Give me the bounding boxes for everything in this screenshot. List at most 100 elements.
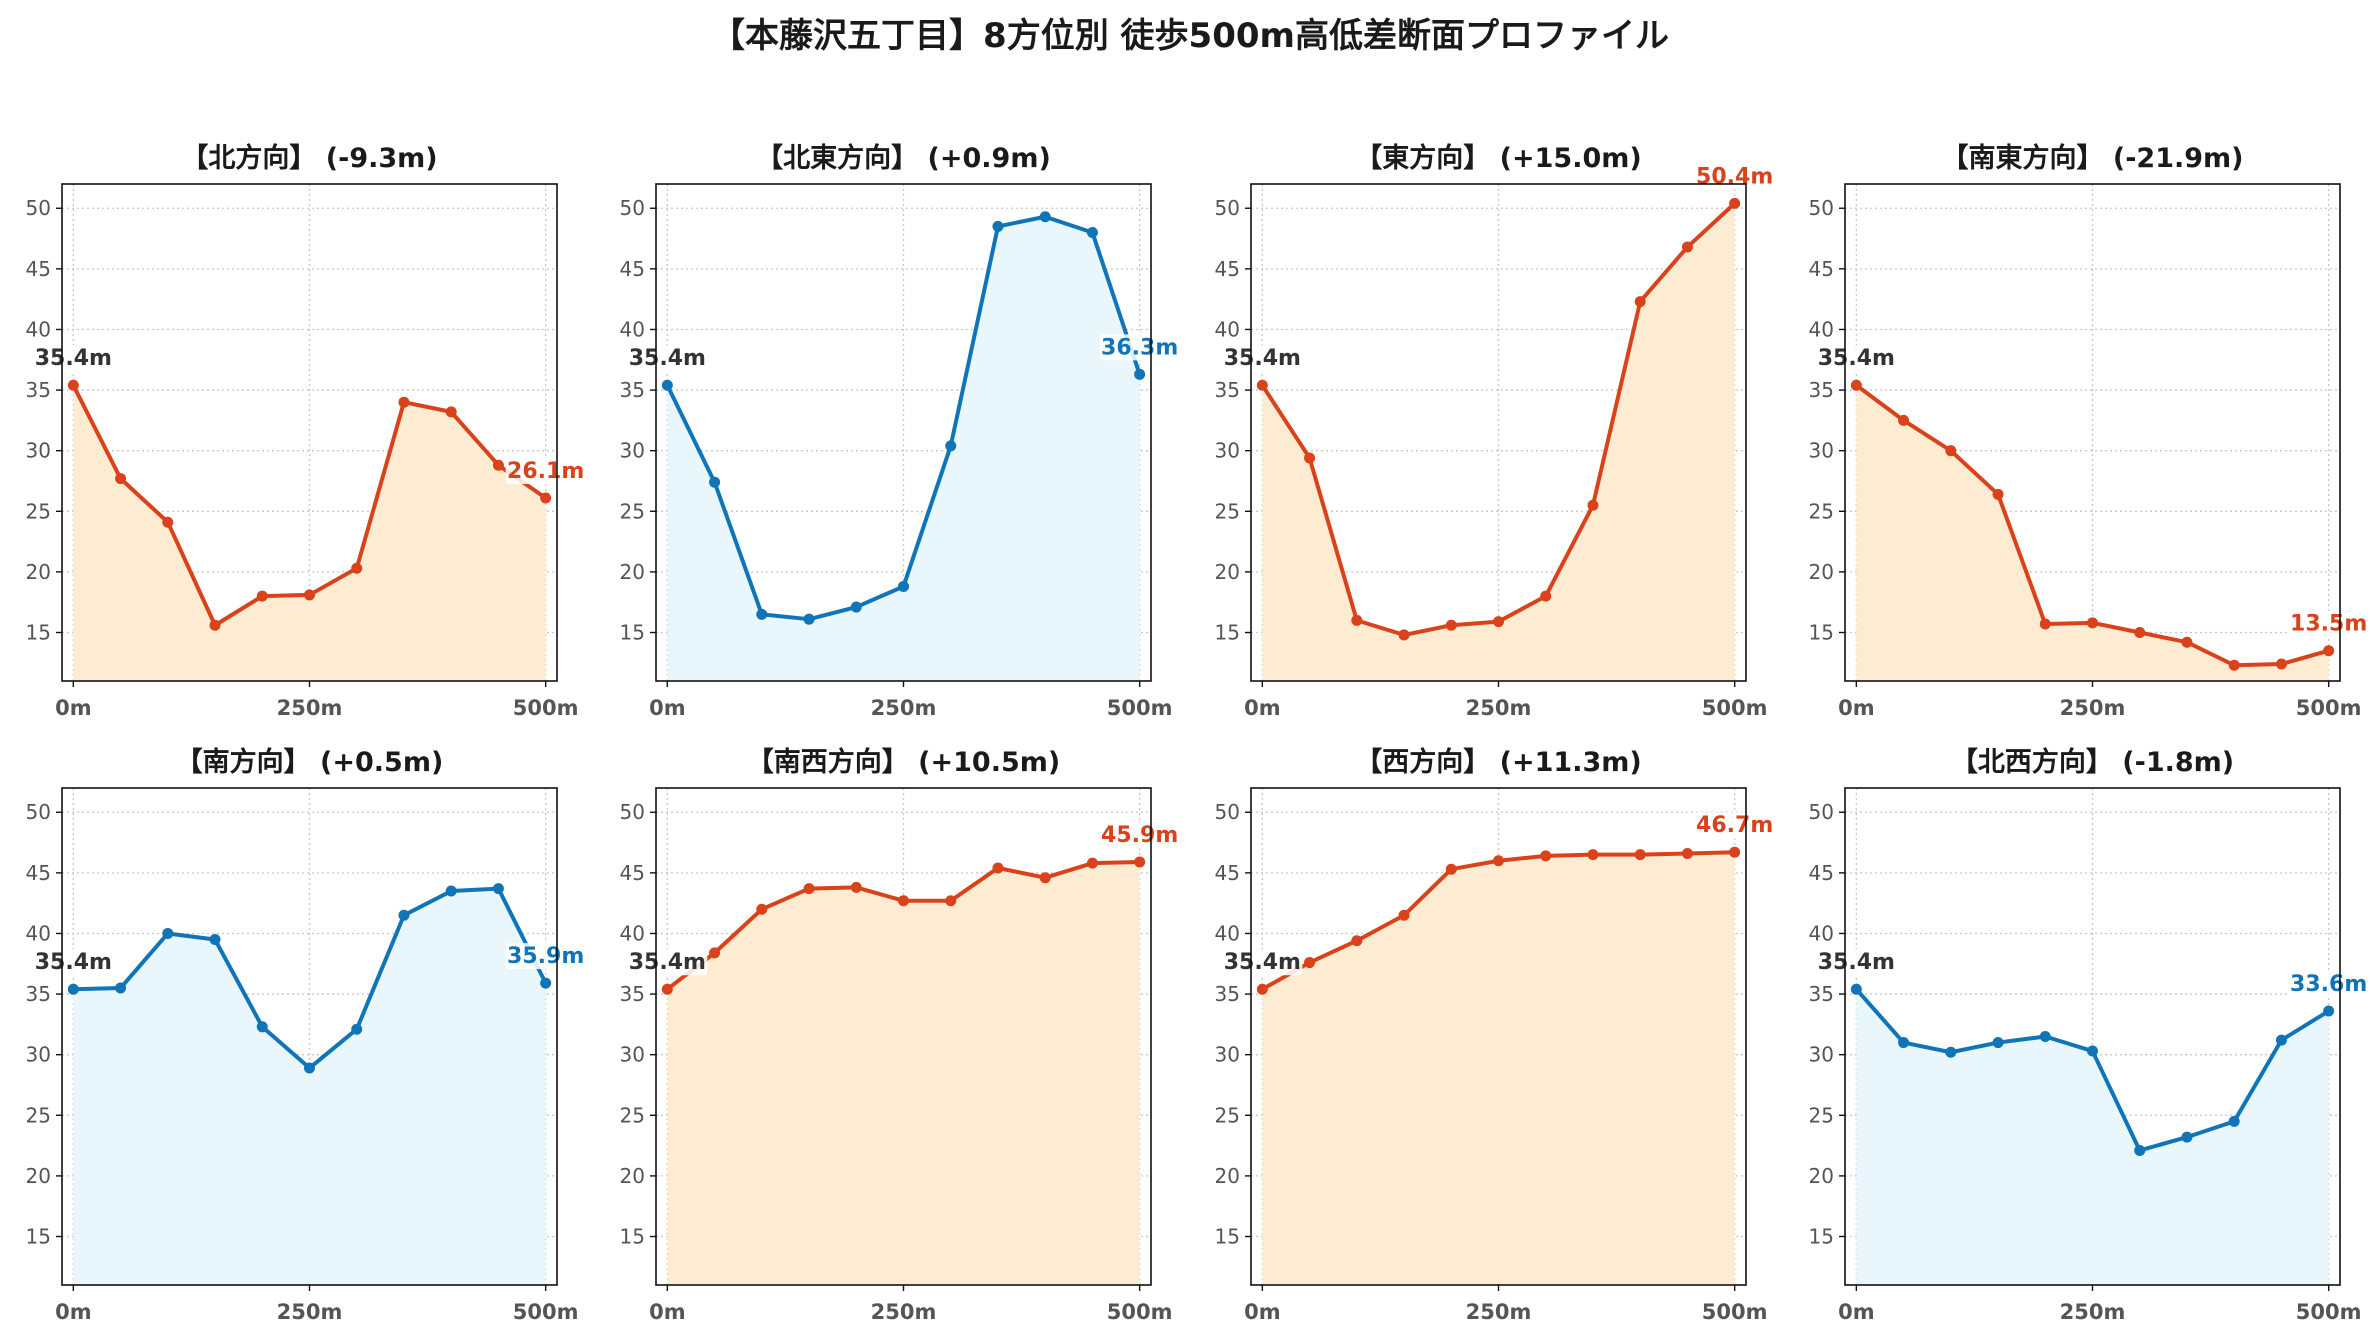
y-tick-label: 15 xyxy=(1809,621,1834,645)
y-tick-label: 30 xyxy=(26,1043,51,1067)
start-label-bg xyxy=(1818,949,1897,976)
area-fill xyxy=(1856,989,2329,1285)
y-tick-label: 35 xyxy=(620,378,645,402)
data-point xyxy=(1992,1037,2004,1049)
start-elevation-label: 35.4m xyxy=(35,950,112,975)
end-elevation-label: 33.6m xyxy=(2290,972,2367,997)
x-tick-label: 0m xyxy=(649,1300,686,1324)
y-tick-label: 35 xyxy=(1809,378,1834,402)
data-point xyxy=(445,406,457,418)
y-tick-label: 50 xyxy=(620,800,645,824)
y-tick-label: 25 xyxy=(620,499,645,523)
y-tick-label: 30 xyxy=(620,1043,645,1067)
x-tick-label: 250m xyxy=(871,1300,937,1324)
x-tick-label: 500m xyxy=(513,1300,579,1324)
data-point xyxy=(1256,379,1268,391)
y-tick-label: 25 xyxy=(26,499,51,523)
end-elevation-label: 45.9m xyxy=(1101,823,1178,848)
x-tick-label: 500m xyxy=(1702,1300,1768,1324)
data-point xyxy=(162,927,174,939)
data-point xyxy=(2087,1045,2098,1057)
data-point xyxy=(492,883,504,895)
data-point xyxy=(1493,616,1504,628)
x-tick-label: 0m xyxy=(1244,696,1281,720)
data-point xyxy=(1086,857,1098,869)
data-point xyxy=(1898,414,1910,426)
y-tick-label: 30 xyxy=(1809,439,1834,463)
data-point xyxy=(540,977,552,989)
y-tick-label: 40 xyxy=(1215,317,1240,341)
y-tick-label: 15 xyxy=(26,621,51,645)
x-tick-label: 250m xyxy=(1466,696,1532,720)
y-tick-label: 40 xyxy=(620,317,645,341)
panel-7: 【西方向】 (+11.3m) 35.4m 46.7m 15 20 25 30 35 40 45 50… xyxy=(1215,746,1775,1324)
data-point xyxy=(709,476,721,488)
data-point xyxy=(2181,636,2193,648)
start-label-bg xyxy=(35,949,114,976)
data-point xyxy=(162,516,174,528)
data-point xyxy=(1945,445,1957,457)
data-point xyxy=(256,1021,268,1033)
data-point xyxy=(398,909,410,921)
y-tick-label: 40 xyxy=(620,921,645,945)
x-tick-label: 0m xyxy=(1244,1300,1281,1324)
start-elevation-label: 35.4m xyxy=(1224,950,1301,975)
data-point xyxy=(1729,846,1741,858)
data-point xyxy=(2134,627,2146,639)
y-tick-label: 50 xyxy=(26,800,51,824)
y-tick-label: 15 xyxy=(620,621,645,645)
data-point xyxy=(2323,645,2335,657)
x-tick-label: 500m xyxy=(1702,696,1768,720)
data-point xyxy=(1681,241,1693,253)
y-tick-label: 45 xyxy=(1215,257,1240,281)
data-point xyxy=(2134,1144,2146,1156)
end-elevation-label: 36.3m xyxy=(1101,335,1178,360)
y-tick-label: 25 xyxy=(1215,499,1240,523)
y-tick-label: 50 xyxy=(1215,800,1240,824)
end-elevation-label: 35.9m xyxy=(507,944,584,969)
y-tick-label: 40 xyxy=(1809,921,1834,945)
start-elevation-label: 35.4m xyxy=(1224,346,1301,371)
end-label-bg xyxy=(505,457,586,484)
data-point xyxy=(661,983,673,995)
data-point xyxy=(67,983,79,995)
panel-title: 【西方向】 (+11.3m) xyxy=(1355,746,1641,778)
y-tick-label: 20 xyxy=(26,1164,51,1188)
end-elevation-label: 13.5m xyxy=(2290,612,2367,637)
end-elevation-label: 50.4m xyxy=(1696,164,1773,189)
panel-title: 【南東方向】 (-21.9m) xyxy=(1941,142,2243,174)
data-point xyxy=(115,982,127,994)
panel-8: 【北西方向】 (-1.8m) 35.4m 33.6m 15 20 25 30 35 40 45 50… xyxy=(1809,746,2369,1324)
y-tick-label: 50 xyxy=(1809,196,1834,220)
y-tick-label: 20 xyxy=(1215,560,1240,584)
y-tick-label: 20 xyxy=(620,560,645,584)
data-point xyxy=(898,580,909,592)
x-tick-label: 250m xyxy=(1466,1300,1532,1324)
y-tick-label: 45 xyxy=(1809,861,1834,885)
start-label-bg xyxy=(1818,345,1897,372)
data-point xyxy=(209,619,221,631)
data-point xyxy=(992,862,1004,874)
y-tick-label: 45 xyxy=(620,861,645,885)
end-label-bg xyxy=(2288,971,2369,998)
panel-3: 【東方向】 (+15.0m) 35.4m 50.4m 15 20 25 30 35 40 45 50… xyxy=(1215,142,1775,720)
y-tick-label: 35 xyxy=(1215,982,1240,1006)
y-tick-label: 15 xyxy=(1215,621,1240,645)
data-point xyxy=(661,379,673,391)
x-tick-label: 250m xyxy=(2060,1300,2126,1324)
y-tick-label: 25 xyxy=(1809,499,1834,523)
panel-2: 【北東方向】 (+0.9m) 35.4m 36.3m 15 20 25 30 35 40 45 50… xyxy=(620,142,1180,720)
y-tick-label: 45 xyxy=(26,861,51,885)
data-point xyxy=(1351,935,1363,947)
data-point xyxy=(1086,226,1098,238)
y-tick-label: 35 xyxy=(1809,982,1834,1006)
data-point xyxy=(1945,1046,1957,1058)
panel-6: 【南西方向】 (+10.5m) 35.4m 45.9m 15 20 25 30 35 40 45 5… xyxy=(620,746,1180,1324)
start-label-bg xyxy=(35,345,114,372)
y-tick-label: 30 xyxy=(1215,1043,1240,1067)
data-point xyxy=(1256,983,1268,995)
data-point xyxy=(945,440,957,452)
data-point xyxy=(803,883,815,895)
y-tick-label: 45 xyxy=(620,257,645,281)
